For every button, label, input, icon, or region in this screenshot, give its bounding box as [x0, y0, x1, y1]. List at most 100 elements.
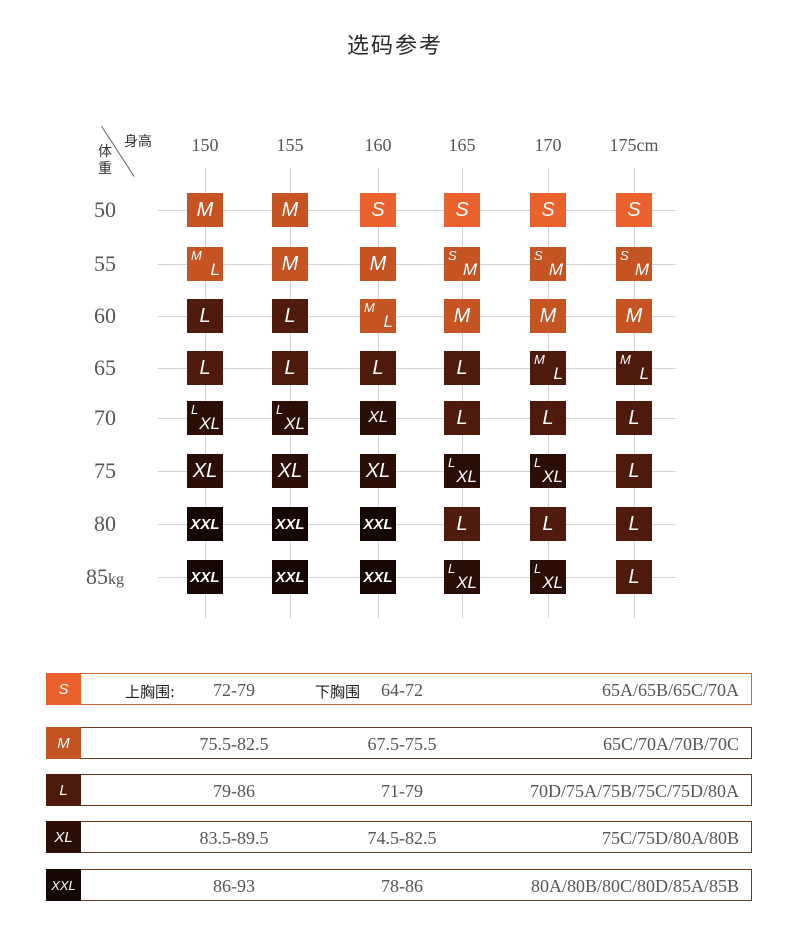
size-code-primary: M	[620, 352, 631, 367]
size-cell: M	[360, 247, 396, 281]
size-code-secondary: L	[210, 260, 220, 279]
size-cell: L	[616, 401, 652, 435]
size-cell: L	[444, 401, 480, 435]
size-cell: XXL	[272, 507, 308, 541]
size-swatch: XL	[46, 821, 81, 853]
size-cell: L	[616, 560, 652, 594]
weight-value: 50	[94, 197, 116, 222]
grid-col-line	[634, 168, 635, 618]
size-cell: XXL	[187, 560, 223, 594]
size-code-secondary: M	[548, 260, 563, 279]
size-cell: XXL	[187, 507, 223, 541]
size-cell: L	[272, 351, 308, 385]
size-cell: XL	[360, 454, 396, 488]
grid-row-line	[158, 316, 676, 317]
size-code: L	[199, 356, 211, 379]
grid-col-line	[548, 168, 549, 618]
grid-col-line	[205, 168, 206, 618]
weight-value: 60	[94, 303, 116, 328]
size-code: L	[456, 512, 468, 535]
size-code: XXL	[363, 515, 393, 533]
size-code: L	[628, 512, 640, 535]
size-code: L	[628, 406, 640, 429]
size-cell: L	[530, 507, 566, 541]
size-cell: L	[187, 351, 223, 385]
height-label: 170	[534, 135, 562, 155]
weight-axis-label: 体重	[98, 144, 112, 177]
size-code: M	[625, 304, 643, 327]
grid-col-line	[378, 168, 379, 618]
size-code-secondary: XL	[542, 573, 563, 592]
weight-label: 85kg	[70, 564, 140, 590]
size-code: M	[369, 252, 387, 275]
size-code: S	[627, 198, 641, 221]
size-code-secondary: XL	[542, 467, 563, 486]
height-label: 160	[364, 135, 392, 155]
size-code: XXL	[190, 568, 220, 586]
size-cell: L XL	[272, 401, 308, 435]
upper-bust-range: 86-93	[213, 876, 255, 896]
size-cell: L XL	[187, 401, 223, 435]
weight-label: 60	[70, 303, 140, 329]
size-code: L	[284, 304, 296, 327]
size-code-primary: L	[191, 402, 199, 417]
grid-row-line	[158, 524, 676, 525]
under-bust-range: 67.5-75.5	[367, 734, 437, 754]
grid-col-line	[462, 168, 463, 618]
upper-bust-range: 75.5-82.5	[199, 734, 269, 754]
size-code-secondary: XL	[456, 573, 477, 592]
size-cell: M	[272, 247, 308, 281]
cup-sizes: 75C/75D/80A/80B	[601, 828, 739, 848]
size-cell: XL	[272, 454, 308, 488]
size-code: L	[628, 459, 640, 482]
weight-value: 80	[94, 511, 116, 536]
size-cell: L	[530, 401, 566, 435]
size-swatch: XXL	[46, 869, 81, 901]
size-code: L	[199, 304, 211, 327]
size-code-secondary: L	[383, 312, 393, 331]
cup-sizes: 70D/75A/75B/75C/75D/80A	[529, 781, 739, 801]
size-code: S	[455, 198, 469, 221]
grid-row-line	[158, 577, 676, 578]
size-code-secondary: M	[634, 260, 649, 279]
size-code-primary: L	[534, 561, 542, 576]
height-label: 175cm	[609, 135, 659, 155]
size-cell: L	[272, 299, 308, 333]
cup-sizes: 65A/65B/65C/70A	[601, 680, 739, 700]
size-code: XXL	[275, 568, 305, 586]
size-code: M	[281, 198, 299, 221]
size-cell: XL	[187, 454, 223, 488]
size-cell: S	[360, 193, 396, 227]
size-code: L	[542, 512, 554, 535]
weight-label: 75	[70, 458, 140, 484]
size-cell: L	[616, 507, 652, 541]
size-chart-grid: 身高 体重 150 155 160 165 170 175cm 50 55 60 65 70 75 80…	[70, 126, 676, 618]
weight-value: 70	[94, 405, 116, 430]
size-cell: L XL	[530, 454, 566, 488]
size-cell: M	[616, 299, 652, 333]
size-code: M	[539, 304, 557, 327]
grid-row-line	[158, 264, 676, 265]
size-cell: S	[616, 193, 652, 227]
under-bust-label: 下胸围	[315, 683, 361, 701]
size-cell: XXL	[360, 560, 396, 594]
size-code-secondary: XL	[199, 414, 220, 433]
size-code-primary: M	[534, 352, 545, 367]
under-bust-range: 64-72	[381, 680, 423, 700]
size-code: S	[371, 198, 385, 221]
upper-bust-range: 83.5-89.5	[199, 828, 269, 848]
weight-label: 55	[70, 251, 140, 277]
size-cell: L	[360, 351, 396, 385]
weight-label: 70	[70, 405, 140, 431]
weight-label: 80	[70, 511, 140, 537]
size-cell: L XL	[444, 560, 480, 594]
legend-row: S 上胸围: 下胸围 72-79 64-72 65A/65B/65C/70A	[46, 673, 752, 705]
size-code-secondary: XL	[456, 467, 477, 486]
size-cell: M	[444, 299, 480, 333]
size-cell: L	[444, 351, 480, 385]
upper-bust-label: 上胸围:	[125, 683, 176, 701]
weight-value: 65	[94, 355, 116, 380]
